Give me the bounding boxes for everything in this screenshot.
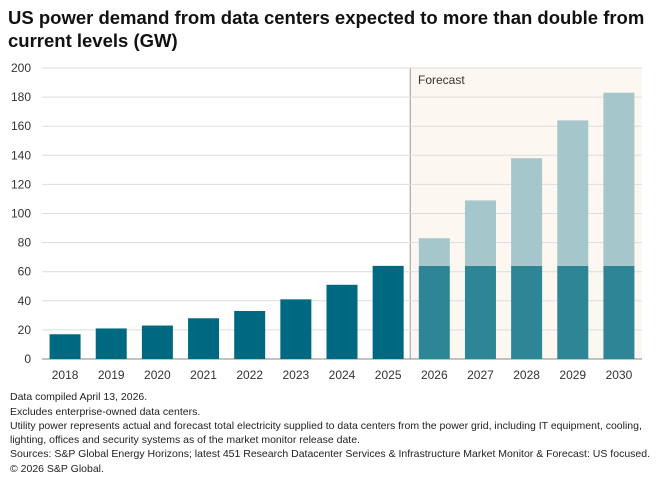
- y-tick-label: 40: [18, 294, 32, 308]
- bar-base-2024: [326, 284, 358, 359]
- y-tick-label: 200: [11, 61, 31, 75]
- bar-base-2027: [464, 265, 496, 359]
- bar-base-2021: [188, 318, 220, 359]
- x-tick-label: 2024: [329, 368, 356, 382]
- x-tick-label: 2018: [52, 368, 79, 382]
- x-tick-label: 2021: [190, 368, 217, 382]
- x-tick-label: 2020: [144, 368, 171, 382]
- bar-forecast-increment-2029: [557, 120, 589, 266]
- y-tick-label: 160: [11, 119, 31, 133]
- bar-forecast-increment-2027: [464, 200, 496, 266]
- x-tick-label: 2027: [467, 368, 494, 382]
- chart-notes: Data compiled April 13, 2026. Excludes e…: [10, 391, 652, 478]
- bar-base-2020: [141, 325, 173, 359]
- note-exclusions: Excludes enterprise-owned data centers.: [10, 405, 201, 418]
- y-tick-label: 140: [11, 148, 31, 162]
- bar-base-2029: [557, 265, 589, 359]
- y-tick-label: 100: [11, 207, 31, 221]
- bar-forecast-increment-2028: [511, 158, 543, 266]
- bar-base-2018: [49, 334, 81, 359]
- bar-base-2025: [372, 265, 404, 359]
- bar-base-2019: [95, 328, 127, 359]
- y-tick-label: 80: [18, 236, 32, 250]
- x-tick-label: 2029: [559, 368, 586, 382]
- y-tick-label: 120: [11, 177, 31, 191]
- y-tick-label: 20: [18, 323, 32, 337]
- note-definition: Utility power represents actual and fore…: [10, 420, 642, 446]
- bar-forecast-increment-2026: [418, 238, 450, 266]
- note-copyright: © 2026 S&P Global.: [10, 462, 104, 475]
- y-tick-label: 180: [11, 90, 31, 104]
- bar-base-2030: [603, 265, 635, 359]
- x-tick-label: 2028: [513, 368, 540, 382]
- chart-title: US power demand from data centers expect…: [8, 7, 645, 51]
- bar-base-2028: [511, 265, 543, 359]
- x-tick-label: 2022: [236, 368, 263, 382]
- x-tick-label: 2025: [375, 368, 402, 382]
- x-tick-label: 2026: [421, 368, 448, 382]
- note-sources: Sources: S&P Global Energy Horizons; lat…: [10, 448, 651, 461]
- bar-chart: 0 20 40 60 80 100 120 140 160 180 200 2018 2019 2020…: [11, 61, 642, 382]
- bar-base-2026: [418, 265, 450, 359]
- bar-base-2022: [234, 310, 266, 359]
- note-date: Data compiled April 13, 2026.: [10, 391, 148, 403]
- forecast-label: Forecast: [418, 73, 465, 87]
- bar-base-2023: [280, 299, 312, 359]
- y-tick-label: 0: [24, 352, 31, 366]
- x-tick-label: 2023: [282, 368, 309, 382]
- x-tick-label: 2019: [98, 368, 125, 382]
- bar-forecast-increment-2030: [603, 92, 635, 266]
- y-tick-label: 60: [18, 265, 32, 279]
- x-tick-label: 2030: [606, 368, 633, 382]
